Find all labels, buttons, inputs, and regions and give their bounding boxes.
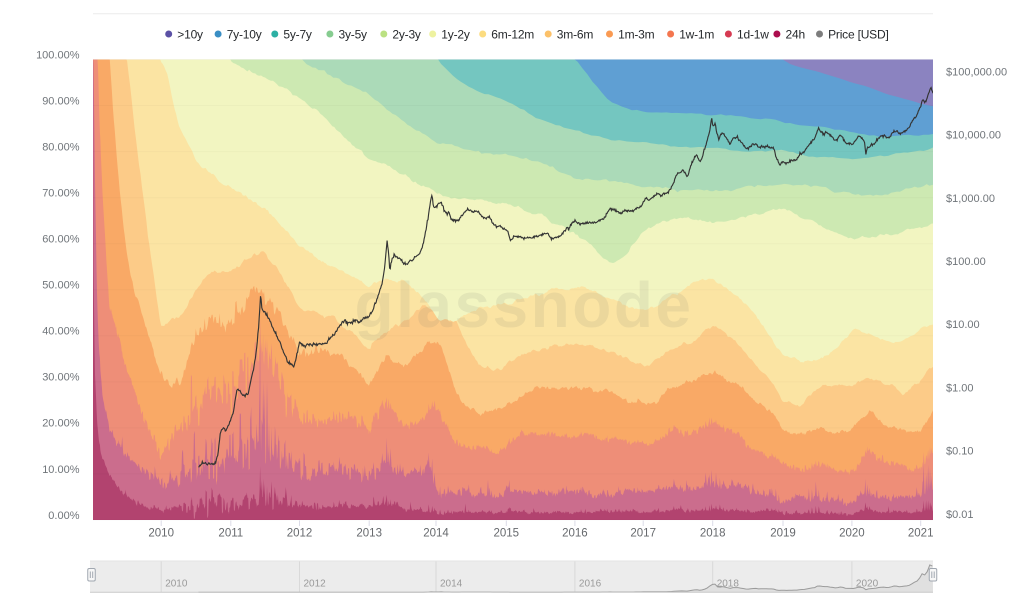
svg-text:30.00%: 30.00%: [42, 372, 80, 384]
svg-text:50.00%: 50.00%: [42, 280, 80, 292]
svg-text:2018: 2018: [717, 578, 740, 589]
svg-text:2021: 2021: [908, 528, 934, 540]
svg-text:3m-6m: 3m-6m: [557, 27, 594, 41]
svg-text:24h: 24h: [786, 27, 805, 41]
svg-text:10.00%: 10.00%: [42, 464, 80, 476]
svg-text:100.00%: 100.00%: [36, 49, 80, 61]
svg-text:70.00%: 70.00%: [42, 188, 80, 200]
svg-text:7y-10y: 7y-10y: [227, 27, 262, 41]
svg-text:$1.00: $1.00: [946, 382, 974, 394]
svg-text:$10,000.00: $10,000.00: [946, 130, 1001, 142]
svg-text:2012: 2012: [304, 578, 327, 589]
svg-text:2015: 2015: [494, 528, 520, 540]
svg-text:2011: 2011: [218, 528, 243, 540]
svg-text:2017: 2017: [630, 528, 656, 540]
svg-text:2019: 2019: [770, 528, 796, 540]
svg-text:2013: 2013: [356, 528, 382, 540]
svg-text:2012: 2012: [287, 528, 313, 540]
svg-text:glassnode: glassnode: [354, 269, 693, 341]
svg-text:2020: 2020: [856, 578, 879, 589]
svg-text:$100,000.00: $100,000.00: [946, 67, 1007, 79]
svg-text:20.00%: 20.00%: [42, 418, 80, 430]
svg-text:1w-1m: 1w-1m: [679, 27, 714, 41]
svg-text:2016: 2016: [579, 578, 602, 589]
svg-text:2010: 2010: [165, 578, 188, 589]
svg-text:6m-12m: 6m-12m: [491, 27, 534, 41]
svg-text:Price [USD]: Price [USD]: [828, 27, 888, 41]
svg-text:2y-3y: 2y-3y: [392, 27, 421, 41]
svg-text:2010: 2010: [148, 528, 174, 540]
svg-text:2018: 2018: [700, 528, 726, 540]
svg-text:3y-5y: 3y-5y: [339, 27, 368, 41]
svg-text:$10.00: $10.00: [946, 319, 980, 331]
svg-text:90.00%: 90.00%: [42, 95, 80, 107]
svg-text:1d-1w: 1d-1w: [737, 27, 769, 41]
svg-text:$1,000.00: $1,000.00: [946, 193, 995, 205]
svg-text:1m-3m: 1m-3m: [618, 27, 655, 41]
svg-text:5y-7y: 5y-7y: [283, 27, 312, 41]
svg-text:>10y: >10y: [177, 27, 203, 41]
svg-text:2016: 2016: [562, 528, 588, 540]
svg-text:2014: 2014: [423, 528, 449, 540]
svg-text:2014: 2014: [440, 578, 463, 589]
svg-text:1y-2y: 1y-2y: [441, 27, 470, 41]
svg-text:$100.00: $100.00: [946, 256, 986, 268]
svg-text:$0.01: $0.01: [946, 509, 974, 521]
svg-text:0.00%: 0.00%: [48, 510, 79, 522]
svg-text:80.00%: 80.00%: [42, 141, 80, 153]
svg-text:2020: 2020: [839, 528, 865, 540]
svg-text:60.00%: 60.00%: [42, 234, 80, 246]
svg-text:$0.10: $0.10: [946, 446, 974, 458]
svg-text:40.00%: 40.00%: [42, 326, 80, 338]
